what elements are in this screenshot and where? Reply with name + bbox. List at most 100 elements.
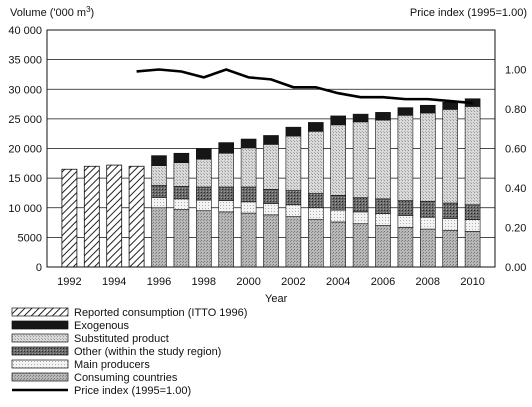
bar-segment-exogenous: [151, 155, 167, 166]
y-right-tick-label: 0.80: [505, 104, 526, 116]
bar-segment-main: [263, 203, 279, 216]
legend-label: Exogenous: [74, 320, 130, 332]
bar-segment-consuming: [218, 211, 234, 268]
legend-label: Price index (1995=1.00): [74, 385, 191, 397]
x-tick-label: 1996: [147, 276, 171, 288]
bar-segment-main: [240, 201, 257, 214]
y-tick-label: 0: [36, 262, 42, 274]
bar-reported-consumption: [61, 168, 78, 268]
x-tick-label: 2002: [281, 276, 305, 288]
bar-segment-exogenous: [375, 112, 391, 121]
legend-swatch-consuming: [11, 372, 69, 382]
bar-segment-substituted: [151, 165, 167, 186]
bar-segment-main: [330, 209, 347, 223]
bar-segment-consuming: [330, 221, 347, 268]
x-tick-label: 1998: [192, 276, 216, 288]
legend-label: Consuming countries: [74, 372, 178, 384]
y-right-tick-label: 1.00: [505, 65, 526, 77]
bar-segment-exogenous: [173, 152, 190, 164]
y-right-tick-label: 0.00: [505, 262, 526, 274]
price-index-line-group: [136, 68, 473, 105]
x-tick-label: 2010: [460, 276, 484, 288]
bar-reported-consumption: [83, 165, 100, 268]
bar-segment-main: [285, 204, 302, 217]
bar-reported-consumption: [106, 164, 123, 268]
bar-segment-consuming: [263, 214, 279, 268]
bar-segment-other: [375, 198, 391, 214]
bar-segment-consuming: [442, 229, 459, 268]
bar-segment-main: [419, 216, 436, 230]
bar-segment-exogenous: [196, 148, 212, 160]
bar-segment-other: [218, 186, 234, 201]
legend-label: Other (within the study region): [74, 346, 221, 358]
bar-segment-exogenous: [218, 142, 234, 154]
bar-segment-consuming: [419, 228, 436, 268]
bar-segment-substituted: [173, 162, 190, 187]
price-index-line: [136, 68, 473, 105]
bar-segment-other: [307, 193, 324, 209]
bar-segment-consuming: [151, 207, 167, 268]
plot-frame: [46, 29, 496, 268]
y-right-tick-label: 0.20: [505, 223, 526, 235]
bar-segment-substituted: [218, 152, 234, 188]
legend-swatch-reported: [11, 307, 69, 317]
bar-segment-main: [464, 219, 481, 232]
legend: Reported consumption (ITTO 1996)Exogenou…: [11, 307, 247, 397]
bar-segment-substituted: [352, 121, 369, 198]
x-axis-ticks: 1992 1994 1996 1998 2000 2002 2004 2006 2008 2010: [57, 276, 485, 288]
legend-swatch-main: [11, 359, 69, 369]
legend-swatch-substituted: [11, 333, 69, 343]
bar-segment-main: [196, 199, 212, 212]
bar-segment-other: [285, 190, 302, 206]
bar-segment-main: [352, 211, 369, 225]
x-tick-label: 2000: [236, 276, 260, 288]
bar-segment-exogenous: [442, 101, 459, 110]
bar-segment-main: [173, 198, 190, 210]
bar-segment-other: [173, 186, 190, 200]
bar-segment-substituted: [442, 109, 459, 204]
y-tick-label: 25 000: [8, 114, 42, 126]
bar-segment-main: [442, 218, 459, 231]
x-tick-label: 2006: [371, 276, 395, 288]
bar-segment-main: [375, 213, 391, 226]
bar-segment-substituted: [263, 144, 279, 190]
bar-segment-consuming: [196, 210, 212, 268]
bar-segment-other: [196, 186, 212, 201]
y-tick-label: 40 000: [8, 25, 42, 37]
y-tick-label: 20 000: [8, 144, 42, 156]
bar-segment-consuming: [307, 219, 324, 268]
bar-segment-exogenous: [285, 126, 302, 137]
bar-segment-exogenous: [240, 138, 257, 149]
bar-segment-substituted: [397, 115, 414, 201]
bar-segment-other: [464, 204, 481, 220]
bar-segment-substituted: [196, 158, 212, 188]
legend-label: Main producers: [74, 359, 150, 371]
bars: [61, 98, 481, 268]
bar-segment-consuming: [464, 231, 481, 268]
bar-segment-other: [330, 195, 347, 211]
y-tick-label: 15 000: [8, 173, 42, 185]
y-tick-label: 35 000: [8, 55, 42, 67]
bar-segment-consuming: [375, 225, 391, 268]
bar-segment-other: [240, 186, 257, 203]
bar-segment-other: [397, 200, 414, 216]
x-axis-title: Year: [265, 293, 288, 305]
bar-segment-exogenous: [307, 122, 324, 132]
y-tick-label: 5000: [18, 232, 42, 244]
right-axis-ticks: 0.00 0.20 0.40 0.60 0.80 1.00: [505, 65, 526, 275]
bar-segment-consuming: [397, 227, 414, 268]
legend-swatch-other: [11, 346, 69, 356]
bar-segment-substituted: [285, 135, 302, 191]
bar-segment-other: [263, 189, 279, 204]
y-tick-label: 30 000: [8, 84, 42, 96]
y-tick-label: 10 000: [8, 203, 42, 215]
bar-segment-consuming: [352, 223, 369, 268]
bar-segment-consuming: [285, 216, 302, 268]
bar-segment-exogenous: [419, 104, 436, 114]
bar-segment-other: [352, 197, 369, 213]
y-right-tick-label: 0.60: [505, 144, 526, 156]
legend-label: Reported consumption (ITTO 1996): [74, 307, 247, 319]
bar-segment-exogenous: [397, 107, 414, 116]
bar-segment-main: [218, 200, 234, 213]
